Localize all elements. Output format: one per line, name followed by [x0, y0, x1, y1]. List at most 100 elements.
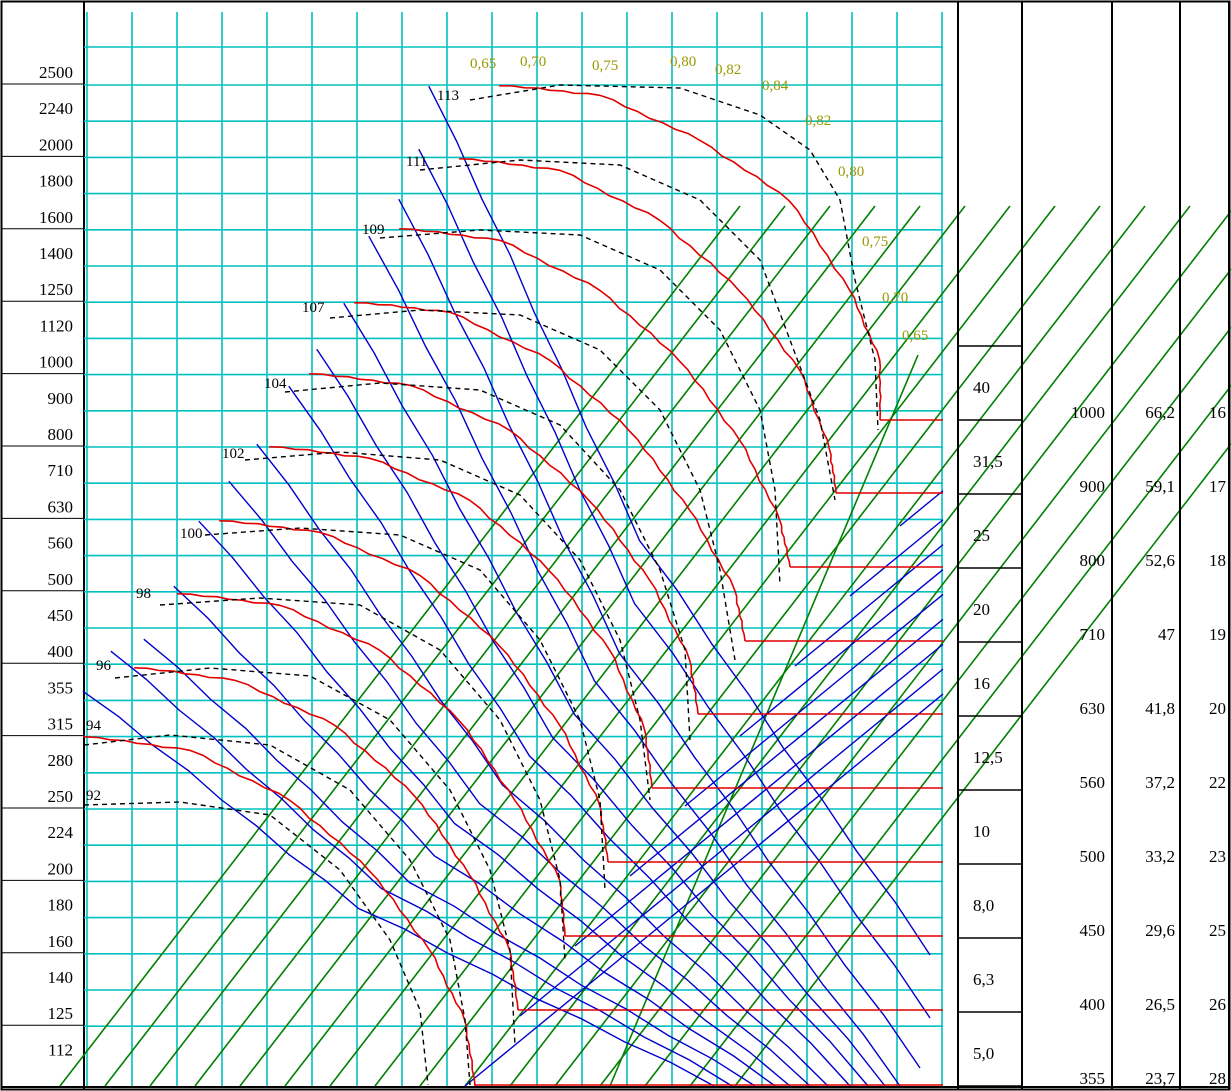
y-tick-label: 315 [48, 715, 74, 734]
pressure-curve [459, 158, 837, 494]
table-value: 66,2 [1145, 403, 1175, 422]
speed-line [464, 693, 944, 1087]
noise-level-label: 111 [406, 154, 427, 170]
noise-curve [159, 597, 566, 961]
noise-curve [329, 309, 736, 661]
speed-line [198, 520, 791, 1087]
efficiency-boundary-line [609, 354, 919, 1087]
y-tick-label: 710 [48, 461, 74, 480]
noise-level-label: 109 [362, 222, 385, 238]
speed-line [574, 643, 944, 947]
pressure-curve [309, 373, 699, 715]
table-index: 23 [1209, 847, 1226, 866]
pressure-curve [269, 446, 653, 789]
table-diameter: 500 [1080, 847, 1106, 866]
speed-value: 6,3 [973, 970, 994, 989]
speed-line [428, 85, 931, 956]
noise-curve [244, 451, 651, 801]
y-tick-label: 355 [48, 678, 74, 697]
table-diameter: 630 [1080, 699, 1106, 718]
speed-line [794, 544, 944, 667]
table-index: 19 [1209, 625, 1226, 644]
y-tick-label: 1800 [39, 172, 73, 191]
table-diameter: 1000 [1071, 403, 1105, 422]
speed-value: 31,5 [973, 452, 1003, 471]
noise-curve [419, 159, 836, 501]
y-tick-label: 224 [48, 823, 74, 842]
table-diameter: 800 [1080, 551, 1106, 570]
speed-line [684, 593, 944, 807]
table-index: 22 [1209, 773, 1226, 792]
speed-line [288, 385, 851, 1087]
noise-level-label: 92 [86, 788, 101, 804]
speed-value: 8,0 [973, 896, 994, 915]
speed-line [228, 480, 811, 1087]
speed-line [256, 443, 829, 1087]
pressure-curve [177, 593, 566, 937]
speed-value: 10 [973, 822, 990, 841]
noise-curve [469, 84, 879, 431]
efficiency-label: 0,70 [520, 54, 546, 70]
y-tick-label: 200 [48, 859, 74, 878]
y-tick-label: 125 [48, 1004, 74, 1023]
efficiency-line [149, 205, 831, 1087]
speed-line [316, 348, 869, 1087]
speed-value: 12,5 [973, 748, 1003, 767]
speed-line [143, 638, 756, 1087]
noise-curve [83, 734, 471, 1086]
table-value: 52,6 [1145, 551, 1175, 570]
efficiency-label: 0,80 [670, 54, 696, 70]
y-tick-label: 112 [48, 1040, 73, 1059]
speed-line [173, 585, 776, 1087]
noise-level-label: 113 [437, 88, 459, 104]
pressure-curve [354, 302, 746, 642]
speed-line [82, 690, 715, 1087]
y-tick-label: 1000 [39, 353, 73, 372]
noise-curve [114, 667, 516, 1046]
table-value: 33,2 [1145, 847, 1175, 866]
y-tick-label: 800 [48, 425, 74, 444]
y-tick-label: 2000 [39, 135, 73, 154]
y-tick-label: 2500 [39, 63, 73, 82]
speed-value: 40 [973, 378, 990, 397]
speed-line [368, 235, 901, 1087]
speed-line [519, 668, 944, 1017]
efficiency-line [644, 326, 1231, 1087]
y-tick-label: 450 [48, 606, 74, 625]
y-tick-label: 1600 [39, 208, 73, 227]
efficiency-line [329, 205, 1011, 1087]
noise-level-label: 94 [86, 718, 102, 734]
table-index: 28 [1209, 1069, 1226, 1088]
y-tick-label: 900 [48, 389, 74, 408]
table-index: 25 [1209, 921, 1226, 940]
efficiency-line [689, 384, 1231, 1087]
table-value: 29,6 [1145, 921, 1175, 940]
y-tick-label: 2240 [39, 99, 73, 118]
noise-level-label: 96 [96, 658, 112, 674]
table-index: 26 [1209, 995, 1226, 1014]
efficiency-label: 0,70 [882, 290, 908, 306]
speed-line [899, 490, 944, 527]
table-index: 17 [1209, 477, 1227, 496]
speed-line [418, 148, 931, 1019]
table-index: 18 [1209, 551, 1226, 570]
table-diameter: 710 [1080, 625, 1106, 644]
y-tick-label: 140 [48, 968, 74, 987]
noise-level-label: 98 [136, 586, 151, 602]
noise-curve [284, 382, 691, 741]
y-tick-label: 1400 [39, 244, 73, 263]
efficiency-label: 0,65 [470, 56, 496, 72]
noise-level-label: 100 [180, 526, 203, 542]
y-tick-label: 630 [48, 497, 74, 516]
y-tick-label: 250 [48, 787, 74, 806]
table-diameter: 355 [1080, 1069, 1106, 1088]
table-diameter: 900 [1080, 477, 1106, 496]
table-index: 16 [1209, 403, 1226, 422]
noise-curve [379, 229, 781, 586]
table-value: 23,7 [1145, 1069, 1175, 1088]
y-tick-label: 560 [48, 534, 74, 553]
noise-curves [83, 84, 879, 1086]
y-tick-label: 1120 [40, 316, 73, 335]
speed-line [398, 198, 921, 1069]
